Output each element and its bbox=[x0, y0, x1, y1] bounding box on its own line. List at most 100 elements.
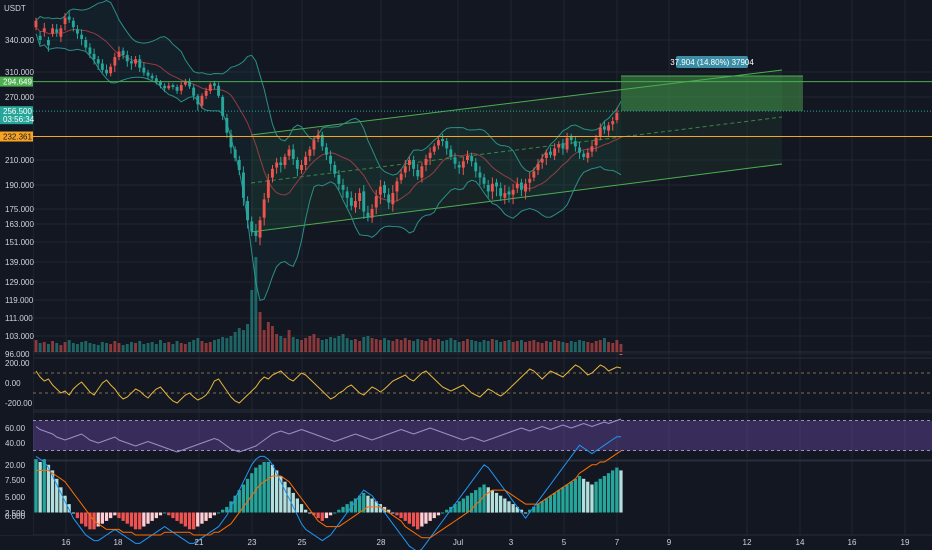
macd-hist-bar bbox=[117, 512, 121, 519]
support-price-tag: 232.361 bbox=[3, 133, 32, 142]
macd-line bbox=[35, 436, 621, 550]
macd-hist-bar bbox=[411, 512, 416, 527]
price-tick-label: 175.000 bbox=[5, 205, 34, 214]
candle-body bbox=[84, 40, 88, 48]
volume-bar bbox=[582, 341, 586, 352]
volume-bar bbox=[374, 339, 378, 352]
time-tick-label: 28 bbox=[377, 538, 386, 547]
cci-line bbox=[35, 364, 622, 404]
macd-hist-bar bbox=[569, 481, 573, 513]
rsi-panel bbox=[33, 418, 932, 453]
macd-hist-bar bbox=[84, 512, 88, 527]
candle-body bbox=[619, 354, 623, 355]
candle-body bbox=[183, 80, 187, 85]
macd-hist-bar bbox=[216, 512, 221, 514]
candle-body bbox=[125, 54, 129, 62]
macd-hist-bar bbox=[478, 487, 482, 513]
macd-hist-bar bbox=[100, 512, 104, 524]
candle-body bbox=[424, 158, 428, 165]
horizontal-levels[interactable] bbox=[33, 81, 932, 138]
volume-bar bbox=[113, 341, 117, 352]
candle-body bbox=[482, 177, 486, 184]
macd-hist-bar bbox=[250, 473, 254, 513]
macd-hist-bar bbox=[196, 512, 200, 527]
macd-hist-bar bbox=[88, 512, 92, 530]
measure-label: 37.904 (14.80%) 37904 bbox=[670, 58, 754, 67]
macd-hist-bar bbox=[179, 512, 183, 524]
candle-body bbox=[432, 146, 436, 152]
macd-hist-bar bbox=[233, 495, 237, 513]
macd-hist-bar bbox=[345, 504, 349, 513]
volume-bar bbox=[225, 338, 229, 352]
macd-hist-bar bbox=[445, 509, 449, 513]
candle-body bbox=[167, 85, 171, 89]
volume-bar bbox=[117, 343, 121, 352]
volume-bar bbox=[130, 342, 133, 352]
macd-hist-bar bbox=[362, 492, 366, 513]
macd-hist-bar bbox=[295, 498, 299, 513]
time-axis[interactable]: 16 18 21 23 25 28 Jul 3 5 7 9 12 14 16 19 bbox=[62, 538, 910, 547]
candle-body bbox=[237, 160, 241, 170]
candle-body bbox=[71, 20, 75, 28]
macd-hist-bar bbox=[142, 512, 146, 527]
volume-bar bbox=[213, 340, 216, 352]
candle-body bbox=[362, 191, 366, 212]
volume-bar bbox=[42, 342, 46, 352]
time-tick-label: 19 bbox=[901, 538, 910, 547]
candle-body bbox=[196, 95, 200, 105]
macd-hist-bar bbox=[519, 509, 524, 513]
candle-body bbox=[408, 160, 411, 165]
macd-hist-bar bbox=[308, 512, 312, 514]
macd-hist-bar bbox=[125, 512, 129, 524]
macd-hist-bar bbox=[440, 512, 445, 514]
price-axis[interactable]: 340.000 310.000 270.000 210.000 190.000 175.0… bbox=[0, 0, 34, 535]
volume-bar bbox=[607, 342, 610, 352]
volume-bar bbox=[71, 343, 75, 352]
macd-hist-bar bbox=[544, 498, 548, 513]
volume-bar bbox=[499, 342, 503, 352]
volume-bar bbox=[478, 342, 482, 352]
volume-bar bbox=[154, 344, 158, 352]
macd-hist-bar bbox=[38, 462, 42, 513]
time-tick-label: 16 bbox=[62, 538, 71, 547]
macd-hist-bar bbox=[171, 512, 175, 519]
candle-body bbox=[586, 152, 590, 158]
candle-body bbox=[549, 151, 552, 155]
volume-bar bbox=[308, 336, 312, 352]
volume-bar bbox=[337, 336, 341, 352]
candle-body bbox=[59, 28, 63, 37]
candle-body bbox=[271, 168, 274, 178]
candle-body bbox=[503, 193, 507, 198]
macd-hist-bar bbox=[258, 464, 262, 513]
candle-body bbox=[598, 127, 602, 137]
volume-bar bbox=[275, 334, 279, 352]
macd-hist-bar bbox=[63, 495, 67, 513]
volume-bar bbox=[387, 340, 391, 352]
macd-hist-bar bbox=[482, 484, 486, 513]
rsi-tick-label: 60.00 bbox=[5, 424, 26, 433]
macd-tick-label: 7.500 bbox=[5, 476, 26, 485]
candle-body bbox=[391, 193, 395, 205]
volume-bar bbox=[204, 343, 208, 352]
macd-hist-bar bbox=[606, 473, 611, 513]
price-axis-bg bbox=[0, 0, 33, 535]
price-tick-label: 111.000 bbox=[5, 314, 33, 323]
candle-body bbox=[221, 97, 225, 116]
macd-hist-bar bbox=[619, 470, 623, 513]
macd-hist-bar bbox=[129, 512, 134, 527]
candle-body bbox=[565, 137, 569, 150]
volume-bar bbox=[80, 342, 84, 352]
candle-body bbox=[515, 183, 519, 189]
volume-bar bbox=[121, 345, 125, 352]
volume-bar bbox=[569, 341, 573, 352]
time-tick-label: Jul bbox=[453, 538, 463, 547]
upper-price-tag-bg bbox=[0, 76, 33, 87]
rsi-band-fill bbox=[33, 420, 932, 451]
macd-hist-bar bbox=[395, 512, 399, 516]
price-tick-label: 119.000 bbox=[5, 296, 34, 305]
candle-body bbox=[449, 149, 453, 157]
macd-hist-bar bbox=[175, 512, 179, 521]
volume-bar bbox=[47, 344, 50, 352]
